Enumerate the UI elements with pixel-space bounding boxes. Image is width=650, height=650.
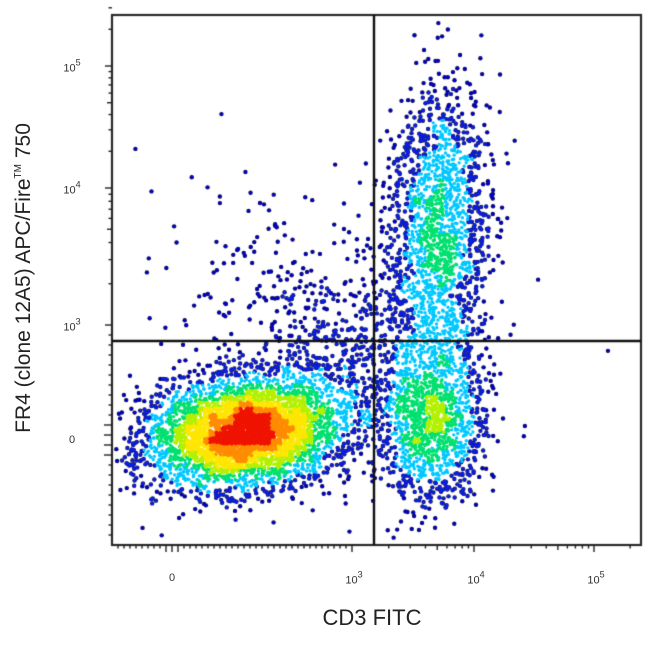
x-tick-label: 104 [467, 569, 485, 587]
y-tick-label: 103 [63, 316, 81, 334]
y-tick-label: 105 [63, 57, 81, 75]
x-tick-label: 105 [587, 569, 605, 587]
trademark-symbol: TM [13, 163, 24, 179]
y-tick-label: 0 [68, 434, 76, 446]
y-axis-label-tail: 750 [12, 123, 35, 164]
x-tick-label: 0 [168, 572, 176, 584]
x-tick-label: 103 [345, 569, 363, 587]
y-tick-label: 104 [63, 179, 81, 197]
y-axis-label: FR4 (clone 12A5) APC/FireTM 750 [12, 123, 36, 433]
y-axis-label-main: FR4 (clone 12A5) APC/Fire [12, 178, 35, 433]
x-axis-label: CD3 FITC [322, 605, 422, 630]
